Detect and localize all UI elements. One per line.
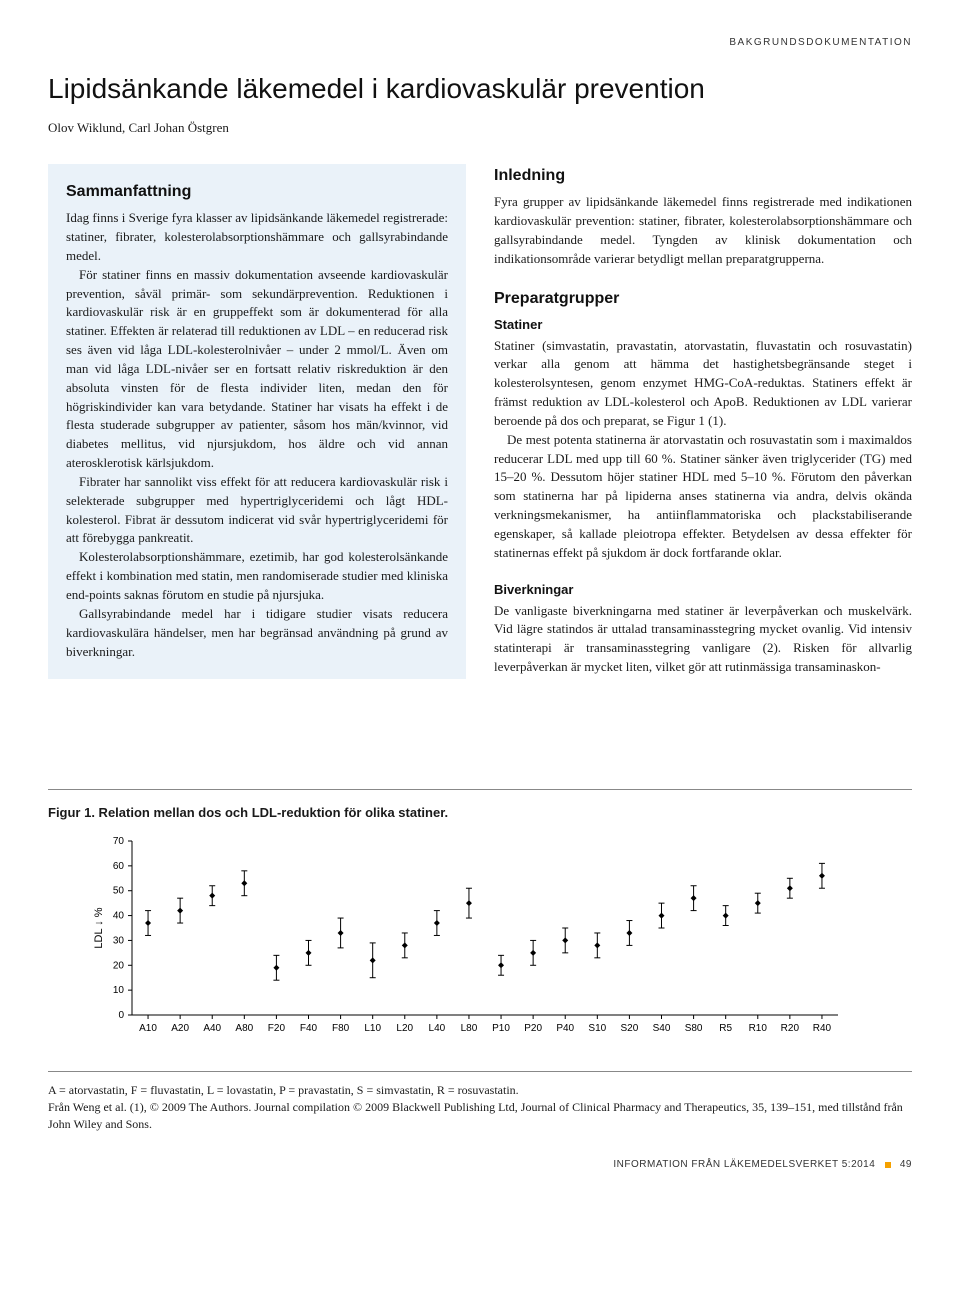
footer-page: 49 xyxy=(900,1159,912,1170)
prep-p1: Statiner (simvastatin, pravastatin, ator… xyxy=(494,337,912,431)
svg-text:60: 60 xyxy=(113,861,125,872)
svg-text:70: 70 xyxy=(113,836,125,847)
svg-text:10: 10 xyxy=(113,985,125,996)
prep-p2: De mest potenta statinerna är atorvastat… xyxy=(494,431,912,563)
right-column: Inledning Fyra grupper av lipidsänkande … xyxy=(494,164,912,699)
svg-text:R40: R40 xyxy=(813,1023,832,1034)
svg-text:0: 0 xyxy=(118,1010,124,1021)
biv-block: Biverkningar De vanligaste biverkningarn… xyxy=(494,581,912,677)
svg-text:20: 20 xyxy=(113,961,125,972)
figure-1: Figur 1. Relation mellan dos och LDL-red… xyxy=(48,789,912,1132)
two-column-layout: Sammanfattning Idag finns i Sverige fyra… xyxy=(48,164,912,699)
page-footer: INFORMATION FRÅN LÄKEMEDELSVERKET 5:2014… xyxy=(48,1158,912,1173)
footer-text: INFORMATION FRÅN LÄKEMEDELSVERKET 5:2014 xyxy=(613,1159,875,1170)
summary-p4: Kolesterolabsorptionshämmare, ezetimib, … xyxy=(66,548,448,605)
svg-text:L20: L20 xyxy=(396,1023,413,1034)
svg-text:P20: P20 xyxy=(524,1023,542,1034)
svg-text:S40: S40 xyxy=(653,1023,671,1034)
prep-block: Preparatgrupper Statiner Statiner (simva… xyxy=(494,287,912,563)
header-tag: BAKGRUNDSDOKUMENTATION xyxy=(48,36,912,51)
intro-p1: Fyra grupper av lipidsänkande läkemedel … xyxy=(494,193,912,268)
chart-svg: 0 10 20 30 40 50 60 70 LDL ↓ % A10 A20 A40 A80 F20 F40… xyxy=(88,831,848,1051)
svg-text:L80: L80 xyxy=(461,1023,478,1034)
figure-caption: Figur 1. Relation mellan dos och LDL-red… xyxy=(48,789,912,823)
intro-heading: Inledning xyxy=(494,164,912,187)
figure-note: A = atorvastatin, F = fluvastatin, L = l… xyxy=(48,1071,912,1132)
svg-text:P10: P10 xyxy=(492,1023,510,1034)
svg-text:F20: F20 xyxy=(268,1023,286,1034)
svg-text:P40: P40 xyxy=(556,1023,574,1034)
svg-text:A10: A10 xyxy=(139,1023,157,1034)
svg-text:R20: R20 xyxy=(781,1023,800,1034)
article-title: Lipidsänkande läkemedel i kardiovaskulär… xyxy=(48,69,912,110)
summary-p1: Idag finns i Sverige fyra klasser av lip… xyxy=(66,209,448,266)
svg-text:A40: A40 xyxy=(203,1023,221,1034)
intro-block: Inledning Fyra grupper av lipidsänkande … xyxy=(494,164,912,269)
prep-heading: Preparatgrupper xyxy=(494,287,912,310)
summary-p5: Gallsyrabindande medel har i tidigare st… xyxy=(66,605,448,662)
summary-p2: För statiner finns en massiv dokumentati… xyxy=(66,266,448,473)
svg-text:R5: R5 xyxy=(719,1023,732,1034)
svg-text:50: 50 xyxy=(113,886,125,897)
summary-body: Idag finns i Sverige fyra klasser av lip… xyxy=(66,209,448,661)
svg-text:R10: R10 xyxy=(749,1023,768,1034)
svg-text:30: 30 xyxy=(113,936,125,947)
footer-bullet-icon xyxy=(885,1162,891,1168)
svg-text:F40: F40 xyxy=(300,1023,318,1034)
biv-heading: Biverkningar xyxy=(494,581,912,600)
summary-heading: Sammanfattning xyxy=(66,180,448,203)
svg-text:LDL ↓ %: LDL ↓ % xyxy=(93,907,105,948)
svg-text:L40: L40 xyxy=(429,1023,446,1034)
svg-text:40: 40 xyxy=(113,911,125,922)
svg-text:F80: F80 xyxy=(332,1023,350,1034)
svg-text:S10: S10 xyxy=(588,1023,606,1034)
authors: Olov Wiklund, Carl Johan Östgren xyxy=(48,119,912,138)
summary-p3: Fibrater har sannolikt viss effekt för a… xyxy=(66,473,448,548)
biv-p1: De vanligaste biverkningarna med statine… xyxy=(494,602,912,677)
svg-text:S20: S20 xyxy=(621,1023,639,1034)
svg-text:L10: L10 xyxy=(364,1023,381,1034)
figure-chart: 0 10 20 30 40 50 60 70 LDL ↓ % A10 A20 A40 A80 F20 F40… xyxy=(88,831,912,1057)
left-column: Sammanfattning Idag finns i Sverige fyra… xyxy=(48,164,466,699)
summary-box: Sammanfattning Idag finns i Sverige fyra… xyxy=(48,164,466,679)
svg-text:A20: A20 xyxy=(171,1023,189,1034)
prep-sub-statiner: Statiner xyxy=(494,316,912,335)
svg-text:S80: S80 xyxy=(685,1023,703,1034)
svg-text:A80: A80 xyxy=(235,1023,253,1034)
